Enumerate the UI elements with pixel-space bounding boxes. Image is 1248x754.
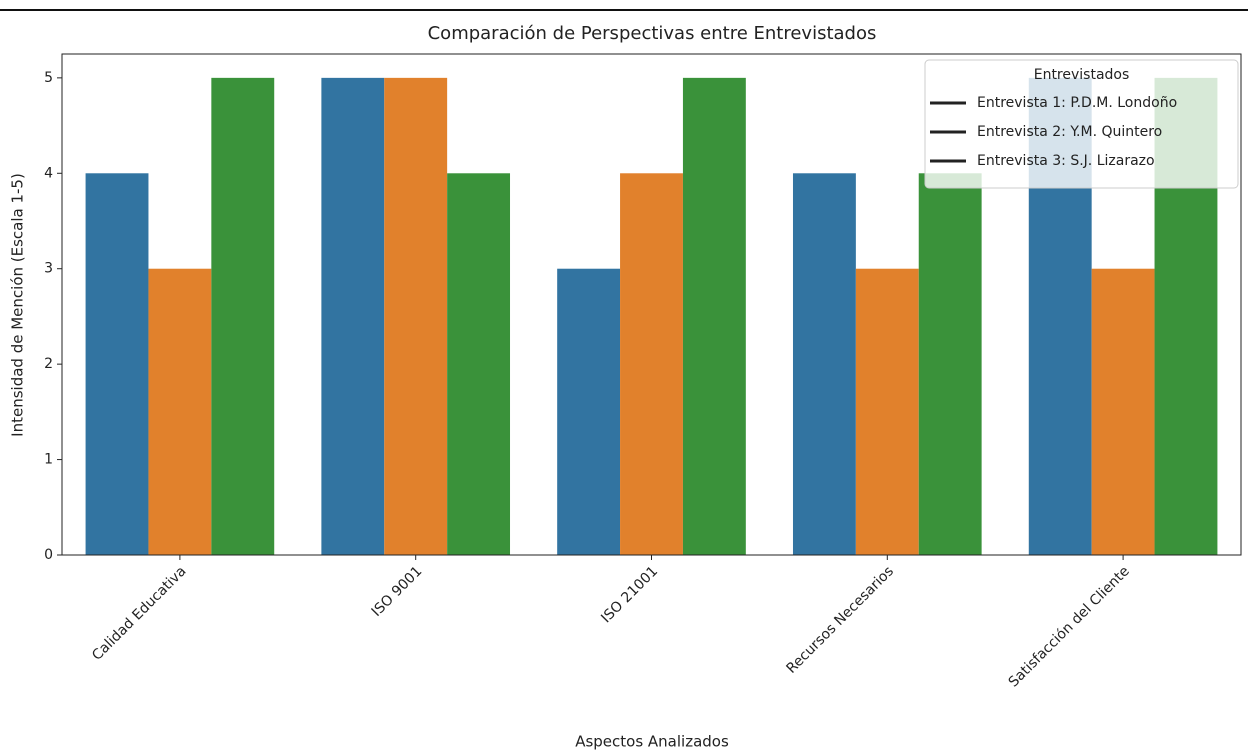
y-tick-label: 1 — [44, 452, 53, 468]
legend-label: Entrevista 3: S.J. Lizarazo — [977, 153, 1155, 169]
chart-title: Comparación de Perspectivas entre Entrev… — [428, 23, 877, 44]
legend-box — [924, 59, 1239, 189]
bar — [447, 173, 511, 556]
legend-title: Entrevistados — [1034, 67, 1130, 83]
legend-label: Entrevista 2: Y.M. Quintero — [977, 124, 1162, 140]
x-tick-label: ISO 9001 — [369, 563, 426, 620]
y-tick-label: 0 — [44, 547, 53, 563]
y-tick-label: 5 — [44, 70, 53, 86]
axes-frame — [61, 53, 1242, 556]
bar — [918, 173, 982, 556]
legend: Entrevistados Entrevista 1: P.D.M. Londoñ… — [924, 59, 1239, 189]
x-tick-label: Satisfacción del Cliente — [1006, 563, 1133, 690]
bar — [1091, 268, 1155, 555]
bar — [682, 77, 746, 555]
bar — [792, 173, 856, 556]
y-tick-label: 2 — [44, 356, 53, 372]
y-axis-label: Intensidad de Mención (Escala 1-5) — [9, 173, 27, 437]
bar — [855, 268, 919, 555]
y-tick-label: 3 — [44, 261, 53, 277]
bar — [620, 173, 683, 556]
bar — [321, 77, 385, 555]
bar — [557, 268, 621, 555]
x-tick-label: Calidad Educativa — [89, 563, 189, 663]
bar — [384, 77, 448, 555]
x-tick-label: ISO 21001 — [598, 563, 661, 626]
y-tick-label: 4 — [44, 165, 53, 181]
x-tick-label: Recursos Necesarios — [784, 563, 897, 676]
legend-label: Entrevista 1: P.D.M. Londoño — [977, 95, 1177, 111]
bar — [148, 268, 212, 555]
bar — [85, 173, 149, 556]
plot-area — [85, 77, 1218, 556]
x-axis-label: Aspectos Analizados — [575, 733, 729, 751]
bar — [211, 77, 275, 555]
